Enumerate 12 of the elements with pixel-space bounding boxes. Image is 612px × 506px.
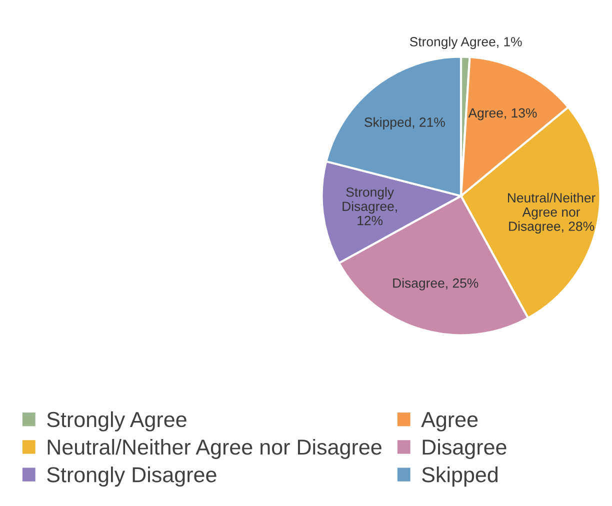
legend-label: Disagree — [422, 438, 506, 460]
legend-label: Neutral/Neither Agree nor Disagree — [48, 438, 382, 460]
data-label: Strongly Disagree, 12% — [342, 187, 397, 226]
data-label: Strongly Agree, 1% — [410, 36, 522, 50]
data-label: Skipped, 21% — [364, 117, 445, 130]
data-label: Disagree, 25% — [393, 278, 478, 290]
legend-label: Agree — [421, 412, 478, 432]
legend-label: Strongly Agree — [47, 411, 186, 432]
legend-label: Strongly Disagree — [47, 466, 216, 487]
data-label: Neutral/Neither Agree nor Disagree, 28% — [508, 192, 596, 234]
data-label: Agree, 13% — [468, 108, 537, 120]
legend-label: Skipped — [422, 466, 498, 487]
